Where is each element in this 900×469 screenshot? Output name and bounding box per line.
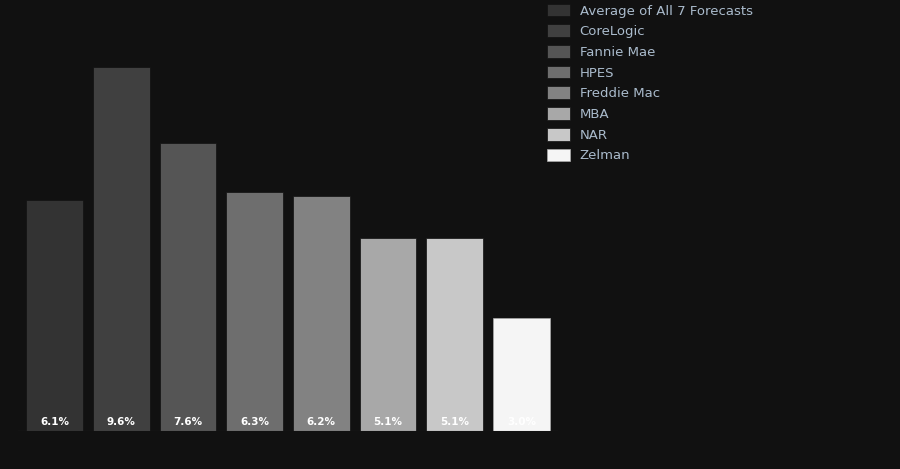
Text: 6.1%: 6.1% [40,417,69,427]
Text: 5.1%: 5.1% [440,417,469,427]
Text: 3.0%: 3.0% [507,417,536,427]
Bar [360,238,417,431]
Text: 6.2%: 6.2% [307,417,336,427]
Bar [159,143,216,431]
Text: 5.1%: 5.1% [374,417,402,427]
Text: 7.6%: 7.6% [174,417,203,427]
Bar [427,238,483,431]
Bar [226,192,283,431]
Text: 9.6%: 9.6% [107,417,136,427]
Text: 6.3%: 6.3% [240,417,269,427]
Bar [293,196,350,431]
Bar [493,318,550,431]
Legend: Average of All 7 Forecasts, CoreLogic, Fannie Mae, HPES, Freddie Mac, MBA, NAR, : Average of All 7 Forecasts, CoreLogic, F… [543,0,757,166]
Bar [93,67,149,431]
Bar [26,200,83,431]
